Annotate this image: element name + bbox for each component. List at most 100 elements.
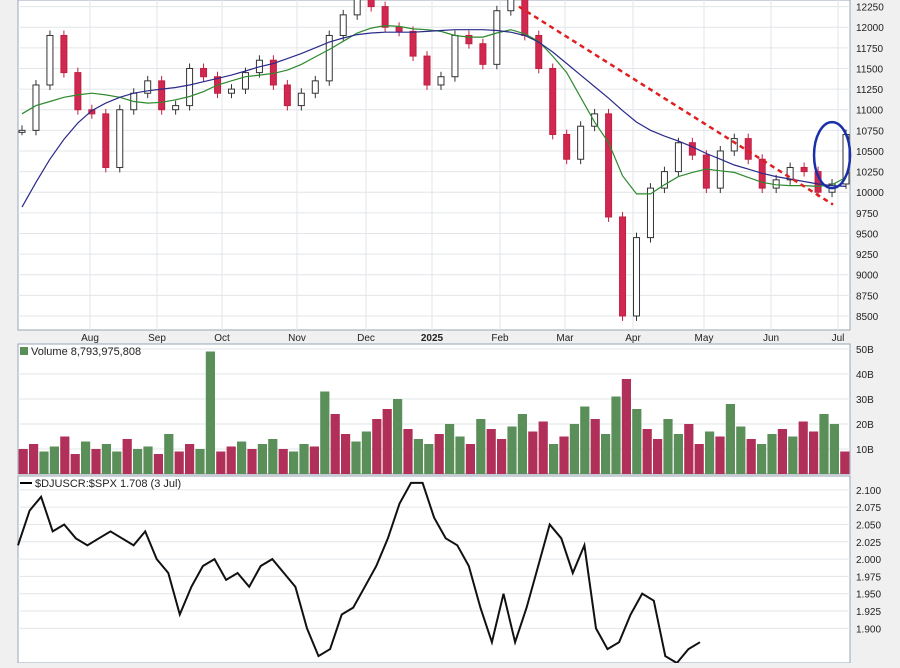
- price-candle: [605, 113, 613, 218]
- price-candle: [200, 67, 208, 78]
- volume-bar: [195, 449, 205, 474]
- price-y-tick-label: 9250: [856, 250, 879, 261]
- price-candle: [311, 80, 319, 94]
- volume-bar: [715, 436, 725, 474]
- price-candle: [353, 0, 361, 16]
- x-tick-label: Mar: [556, 333, 574, 344]
- ratio-y-tick-label: 2.000: [856, 555, 881, 566]
- price-candle: [437, 76, 445, 86]
- volume-bar: [393, 399, 403, 474]
- x-tick-label: Oct: [214, 333, 230, 344]
- volume-bar: [133, 449, 143, 474]
- price-candle: [395, 26, 403, 32]
- price-candle: [744, 138, 752, 160]
- price-panel-bg: [17, 0, 851, 331]
- price-y-tick-label: 11500: [856, 64, 884, 75]
- volume-y-tick-label: 20B: [856, 420, 874, 431]
- ratio-y-tick-label: 1.950: [856, 590, 881, 601]
- volume-bar: [642, 429, 652, 474]
- volume-bar: [70, 454, 80, 474]
- price-y-tick-label: 9750: [856, 209, 879, 220]
- volume-bar: [361, 431, 371, 474]
- price-candle: [465, 34, 473, 45]
- price-candle: [297, 92, 305, 107]
- price-candle: [660, 171, 668, 189]
- volume-bar: [663, 419, 673, 474]
- x-tick-label: Feb: [491, 333, 509, 344]
- volume-bar: [60, 436, 70, 474]
- ratio-y-tick-label: 2.100: [856, 486, 881, 497]
- price-y-tick-label: 8500: [856, 312, 879, 323]
- volume-bar: [549, 444, 559, 474]
- price-candle: [702, 154, 710, 189]
- volume-bar: [29, 444, 39, 474]
- volume-bar: [18, 449, 28, 474]
- ratio-line: [17, 481, 701, 665]
- price-trendline: [518, 5, 834, 206]
- volume-bar: [341, 434, 351, 474]
- volume-bar: [601, 434, 611, 474]
- volume-bar: [590, 419, 600, 474]
- price-candle: [46, 34, 54, 86]
- breakout-circle: [812, 120, 852, 190]
- price-ma-long-line: [21, 29, 847, 208]
- price-candle: [577, 125, 585, 160]
- price-y-tick-label: 11250: [856, 85, 884, 96]
- price-candle: [283, 84, 291, 107]
- price-candle: [591, 113, 599, 127]
- volume-legend-swatch: [20, 347, 28, 355]
- volume-bar: [611, 396, 621, 474]
- volume-bar: [725, 404, 735, 474]
- price-y-tick-label: 12000: [856, 23, 884, 34]
- price-candle: [633, 237, 641, 317]
- price-candle: [493, 10, 501, 65]
- ratio-y-tick-label: 1.900: [856, 624, 881, 635]
- price-candle: [451, 34, 459, 78]
- price-y-tick-label: 11000: [856, 106, 884, 117]
- volume-bar: [372, 419, 382, 474]
- volume-bar: [517, 414, 527, 474]
- price-candle: [367, 0, 375, 8]
- volume-bar: [476, 419, 486, 474]
- price-candle: [32, 84, 40, 131]
- price-candle: [535, 34, 543, 69]
- volume-bar: [101, 444, 111, 474]
- price-candle: [227, 88, 235, 94]
- volume-bar: [39, 451, 49, 474]
- price-candle: [172, 105, 180, 111]
- volume-bar: [351, 441, 361, 474]
- price-y-tick-label: 9000: [856, 271, 879, 282]
- volume-bar: [486, 429, 496, 474]
- volume-bar: [445, 424, 455, 474]
- ratio-y-tick-label: 2.050: [856, 520, 881, 531]
- price-candle: [716, 150, 724, 189]
- price-y-tick-label: 8750: [856, 291, 879, 302]
- ratio-y-tick-label: 1.925: [856, 607, 881, 618]
- x-tick-label: Nov: [288, 333, 306, 344]
- price-candle: [18, 129, 26, 133]
- volume-bar: [91, 449, 101, 474]
- volume-bar: [309, 446, 319, 474]
- price-candle: [241, 72, 249, 90]
- volume-bar: [455, 436, 465, 474]
- volume-bar: [777, 429, 787, 474]
- volume-bar: [112, 451, 122, 474]
- volume-bar: [174, 451, 184, 474]
- volume-bar: [257, 444, 267, 474]
- x-tick-label: Sep: [148, 333, 166, 344]
- x-tick-label: Dec: [357, 333, 375, 344]
- volume-bar: [694, 444, 704, 474]
- volume-bar: [507, 426, 517, 474]
- price-candle: [339, 14, 347, 36]
- price-candle: [144, 80, 152, 94]
- price-y-tick-label: 10000: [856, 188, 884, 199]
- volume-bar: [122, 439, 132, 474]
- price-candle: [800, 166, 808, 173]
- volume-bar: [320, 391, 330, 474]
- price-candle: [563, 133, 571, 160]
- volume-bar: [757, 444, 767, 474]
- volume-bar: [403, 429, 413, 474]
- volume-bar: [497, 439, 507, 474]
- price-candle: [186, 67, 194, 107]
- price-candle: [381, 6, 389, 28]
